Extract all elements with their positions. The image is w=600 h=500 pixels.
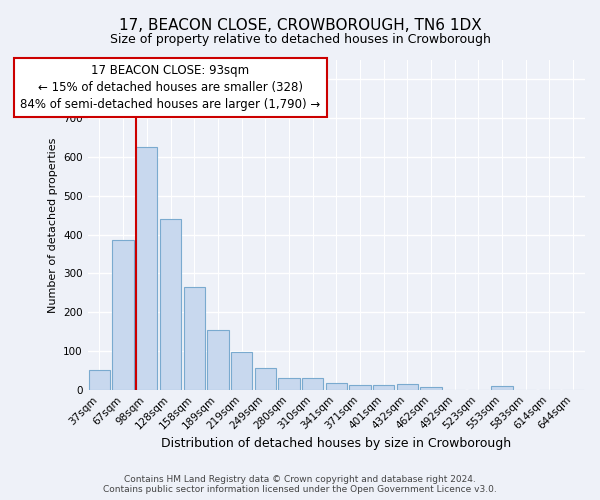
Bar	[112, 240, 134, 390]
Bar	[421, 386, 442, 390]
Bar	[349, 385, 371, 390]
Bar	[302, 378, 323, 390]
Text: Contains HM Land Registry data © Crown copyright and database right 2024.
Contai: Contains HM Land Registry data © Crown c…	[103, 474, 497, 494]
Text: 17, BEACON CLOSE, CROWBOROUGH, TN6 1DX: 17, BEACON CLOSE, CROWBOROUGH, TN6 1DX	[119, 18, 481, 32]
Text: 17 BEACON CLOSE: 93sqm
← 15% of detached houses are smaller (328)
84% of semi-de: 17 BEACON CLOSE: 93sqm ← 15% of detached…	[20, 64, 320, 111]
Bar	[278, 378, 299, 390]
Bar	[184, 287, 205, 390]
Bar	[160, 219, 181, 390]
Bar	[207, 330, 229, 390]
Bar	[89, 370, 110, 390]
Bar	[373, 385, 394, 390]
Bar	[231, 352, 252, 390]
Bar	[136, 148, 157, 390]
Text: Size of property relative to detached houses in Crowborough: Size of property relative to detached ho…	[110, 32, 490, 46]
Bar	[326, 382, 347, 390]
X-axis label: Distribution of detached houses by size in Crowborough: Distribution of detached houses by size …	[161, 437, 511, 450]
Y-axis label: Number of detached properties: Number of detached properties	[47, 137, 58, 312]
Bar	[491, 386, 513, 390]
Bar	[254, 368, 276, 390]
Bar	[397, 384, 418, 390]
